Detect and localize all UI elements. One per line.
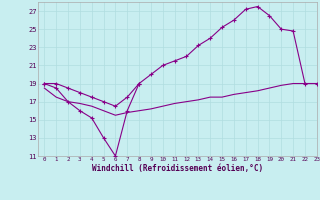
X-axis label: Windchill (Refroidissement éolien,°C): Windchill (Refroidissement éolien,°C) <box>92 164 263 173</box>
